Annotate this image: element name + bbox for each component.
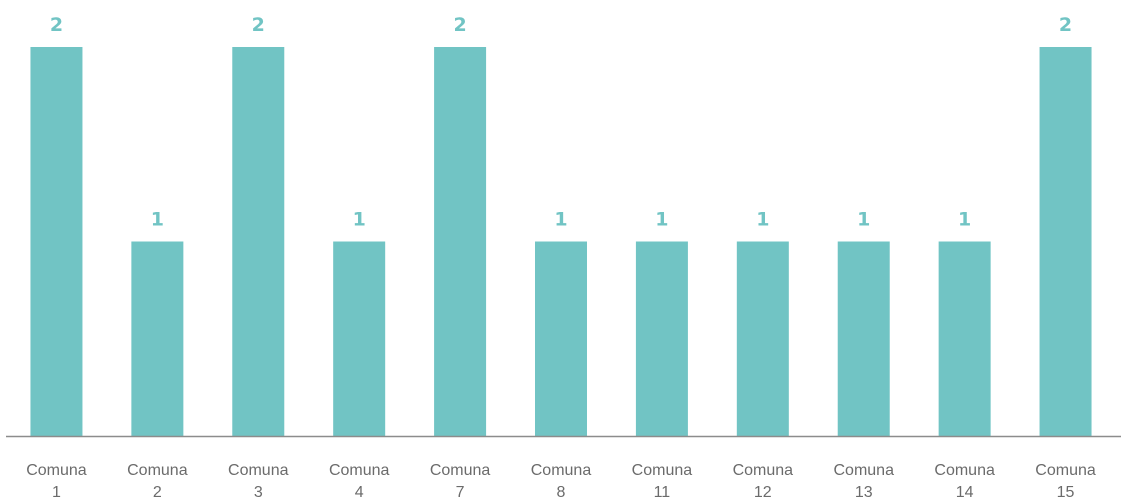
- x-tick-label-8: Comuna 8: [531, 462, 592, 501]
- bar-2: [131, 241, 184, 436]
- value-label-1: 2: [50, 14, 63, 36]
- value-label-12: 1: [756, 209, 769, 231]
- value-label-2: 1: [151, 209, 164, 231]
- x-tick-labels-group: Comuna 1 Comuna 2 Comuna 3 Comuna 4 Comuna 7 Comun…: [26, 462, 1096, 501]
- x-tick-label-12: Comuna 12: [733, 462, 794, 501]
- x-tick-label-1: Comuna 1: [26, 462, 87, 501]
- bar-13: [837, 241, 890, 436]
- bar-3: [232, 47, 285, 436]
- bar-7: [434, 47, 487, 436]
- x-tick-label-13: Comuna 13: [833, 462, 894, 501]
- x-tick-label-4: Comuna 4: [329, 462, 390, 501]
- x-tick-label-7: Comuna 7: [430, 462, 491, 501]
- x-tick-label-2: Comuna 2: [127, 462, 188, 501]
- bar-15: [1039, 47, 1092, 436]
- value-label-7: 2: [453, 14, 466, 36]
- value-label-13: 1: [857, 209, 870, 231]
- bar-4: [333, 241, 386, 436]
- value-label-15: 2: [1059, 14, 1072, 36]
- bar-11: [635, 241, 688, 436]
- value-label-14: 1: [958, 209, 971, 231]
- bars-group: [30, 47, 1092, 436]
- bar-8: [535, 241, 587, 436]
- x-tick-label-15: Comuna 15: [1035, 462, 1096, 501]
- value-labels-group: 2 1 2 1 2 1 1 1 1 1 2: [50, 14, 1072, 231]
- x-tick-label-11: Comuna 11: [632, 462, 693, 501]
- value-label-11: 1: [655, 209, 668, 231]
- x-tick-label-14: Comuna 14: [934, 462, 995, 501]
- value-label-3: 2: [252, 14, 265, 36]
- bar-1: [30, 47, 83, 436]
- x-tick-label-3: Comuna 3: [228, 462, 289, 501]
- value-label-8: 1: [554, 209, 567, 231]
- bar-14: [938, 241, 991, 436]
- bar-12: [736, 241, 789, 436]
- value-label-4: 1: [353, 209, 366, 231]
